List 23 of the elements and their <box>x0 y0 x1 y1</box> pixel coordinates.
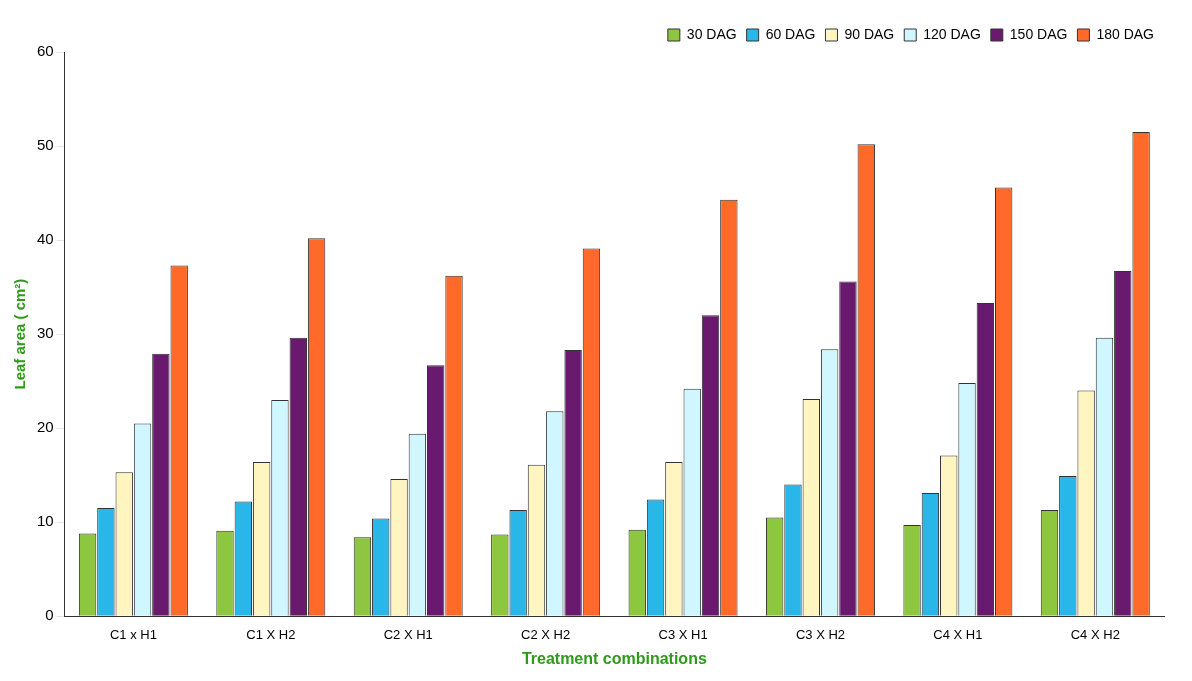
legend-label: 60 DAG <box>765 25 816 42</box>
legend-label: 150 DAG <box>1009 25 1068 42</box>
y-tick-label: 40 <box>37 230 54 248</box>
y-tick-label: 60 <box>37 42 54 60</box>
y-tick-label: 20 <box>37 418 54 436</box>
legend-label: 30 DAG <box>686 25 737 42</box>
y-tick-label: 50 <box>37 136 54 154</box>
x-tick-label: C3 X H1 <box>658 626 708 642</box>
y-tick-label: 30 <box>37 324 54 342</box>
y-tick-label: 0 <box>45 606 54 624</box>
x-tick-label: C4 X H2 <box>1070 626 1120 642</box>
x-tick-label: C1 x H1 <box>109 626 157 642</box>
legend-label: 180 DAG <box>1096 25 1155 42</box>
legend-label: 90 DAG <box>844 25 895 42</box>
legend-label: 120 DAG <box>923 25 981 42</box>
x-tick-label: C2 X H1 <box>383 626 433 642</box>
x-axis-title: Treatment combinations <box>521 649 707 667</box>
y-tick-label: 10 <box>37 512 54 530</box>
y-axis-title: Leaf area ( cm²) <box>11 278 29 390</box>
x-tick-label: C3 X H2 <box>795 626 846 642</box>
x-tick-label: C2 X H2 <box>521 626 571 642</box>
x-tick-label: C1 X H2 <box>246 626 296 642</box>
x-tick-label: C4 X H1 <box>933 626 983 642</box>
